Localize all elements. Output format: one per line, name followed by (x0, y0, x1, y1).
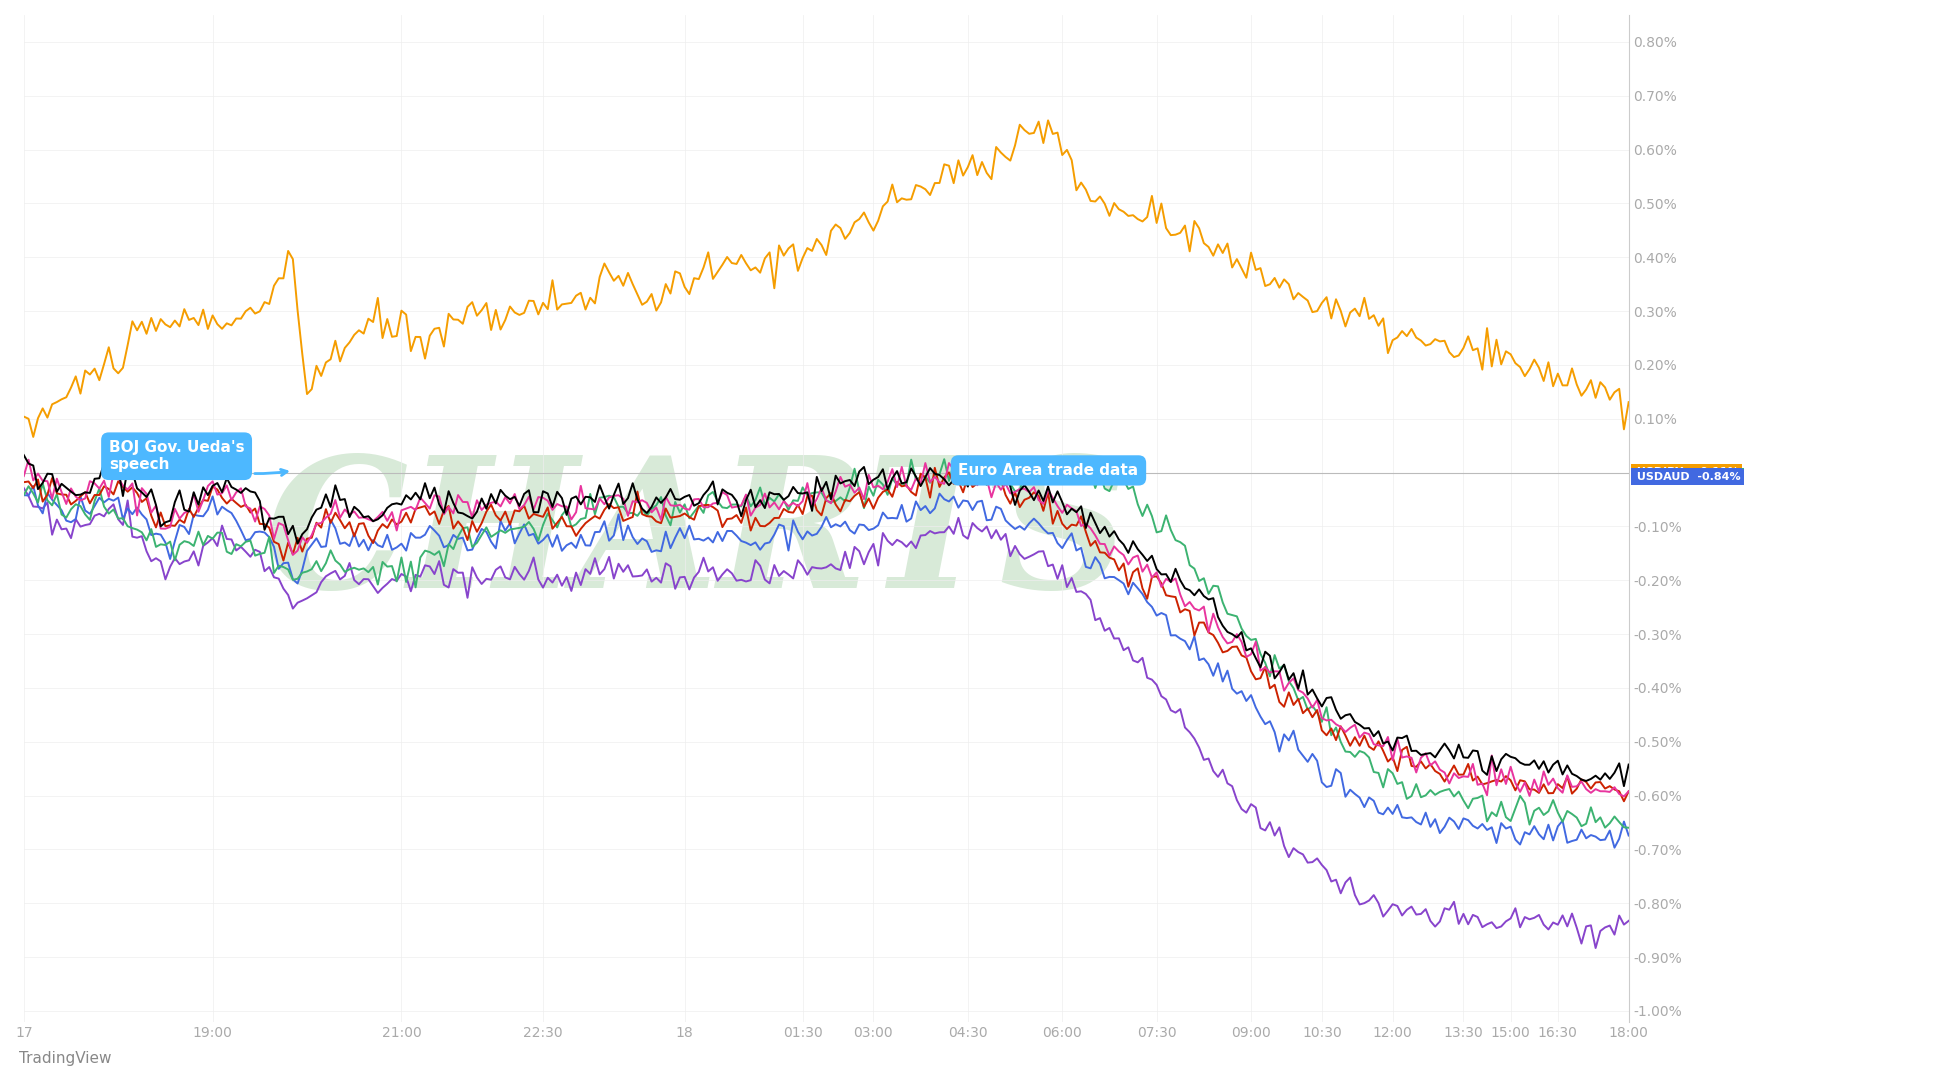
Text: TradingView: TradingView (19, 1051, 112, 1066)
Text: USDNZD  -0.65%: USDNZD -0.65% (1633, 471, 1739, 481)
Text: USDCAD  -0.56%: USDCAD -0.56% (1633, 471, 1739, 480)
Text: Euro Area trade data: Euro Area trade data (958, 463, 1138, 478)
Text: USDCHF  -0.59%: USDCHF -0.59% (1633, 471, 1739, 480)
Text: CHARTS: CHARTS (266, 450, 1130, 627)
Text: USDJPY  +0.11%: USDJPY +0.11% (1633, 467, 1737, 477)
Text: USDEUR  -0.68%: USDEUR -0.68% (1633, 472, 1739, 481)
Text: USDGBP  -0.59%: USDGBP -0.59% (1633, 471, 1739, 480)
Text: BOJ Gov. Ueda's
speech: BOJ Gov. Ueda's speech (109, 440, 287, 475)
Text: USDAUD  -0.84%: USDAUD -0.84% (1633, 472, 1739, 482)
